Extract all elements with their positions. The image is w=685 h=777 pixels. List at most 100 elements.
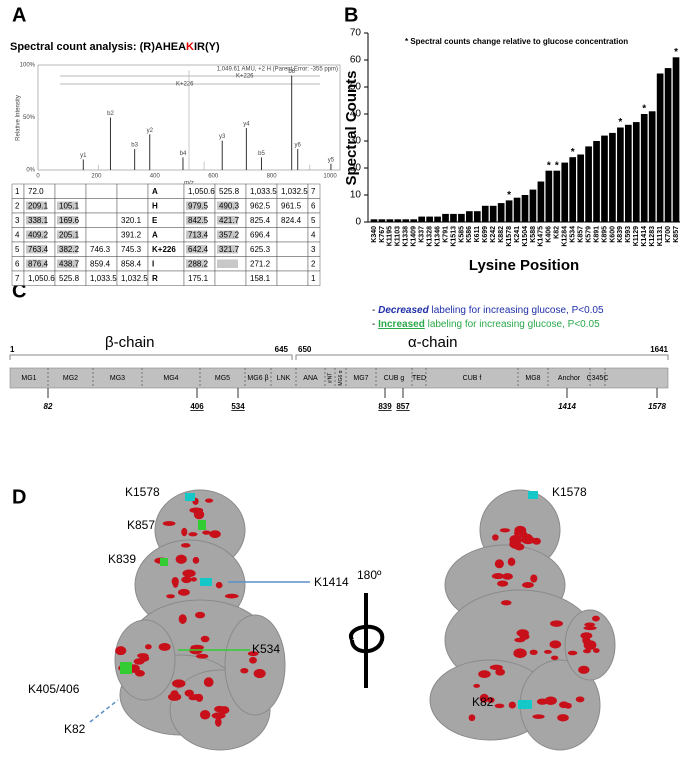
- x-tick-label: K882: [498, 226, 505, 243]
- table-text: 825.4: [250, 216, 271, 225]
- peak-label: b2: [107, 111, 114, 117]
- modified-lysine: [532, 714, 545, 719]
- modified-lysine: [181, 576, 192, 584]
- y-tick-label: 0%: [26, 168, 35, 174]
- x-tick-label: K699: [482, 226, 489, 243]
- site-highlight: [185, 493, 195, 501]
- bar: [553, 170, 561, 222]
- table-text: 271.2: [250, 259, 271, 268]
- bar-marker: *: [674, 47, 678, 58]
- bar-marker: *: [571, 147, 575, 158]
- modified-lysine: [199, 710, 211, 720]
- cell-shade: [217, 216, 238, 225]
- x-tick-label: K839: [617, 226, 624, 243]
- title-part: K: [186, 41, 194, 53]
- y-tick-label: 0: [355, 217, 361, 228]
- legend-dash: -: [372, 319, 378, 330]
- table-text: 1,050.6: [28, 274, 55, 283]
- site-label: K405/406: [28, 682, 80, 696]
- modified-lysine: [205, 498, 214, 503]
- cell-shade: [26, 245, 47, 254]
- domain-label: MG6 α: [338, 370, 344, 385]
- modified-lysine: [494, 559, 504, 569]
- x-tick-label: K1513: [450, 226, 457, 247]
- modified-lysine: [497, 580, 509, 587]
- x-tick-label: K579: [585, 226, 592, 243]
- modified-lysine: [550, 655, 559, 661]
- modified-lysine: [491, 573, 505, 580]
- table-cell: [116, 183, 149, 199]
- table-text: 5: [15, 245, 20, 254]
- modified-lysine: [507, 557, 516, 567]
- table-cell: [276, 270, 309, 286]
- bar: [394, 219, 402, 222]
- bar: [418, 216, 426, 222]
- legend-key: Increased: [378, 319, 425, 330]
- site-label: K82: [64, 722, 86, 736]
- bar: [497, 203, 505, 222]
- x-tick-label: K767: [379, 226, 386, 243]
- position-label: 650: [298, 345, 312, 354]
- modified-lysine: [500, 600, 512, 606]
- table-text: 421.7: [219, 216, 240, 225]
- x-tick-label: K1195: [387, 226, 394, 246]
- x-tick-label: K891: [593, 226, 600, 243]
- x-tick-label: K588: [530, 226, 537, 243]
- modified-lysine: [184, 689, 194, 697]
- table-text: 4: [15, 230, 20, 239]
- modified-lysine: [247, 651, 259, 657]
- modified-lysine: [544, 696, 557, 706]
- cell-shade: [26, 259, 47, 268]
- legend-entry: - Increased labeling for increasing gluc…: [372, 319, 600, 330]
- bar: [585, 146, 592, 222]
- sequence-mark: K+226: [236, 74, 254, 80]
- table-text: 642.4: [188, 245, 209, 254]
- modified-lysine: [549, 640, 562, 649]
- y-tick-label: 30: [350, 136, 362, 147]
- table-text: 824.4: [281, 216, 302, 225]
- bar: [617, 127, 624, 222]
- panel-label: D: [12, 486, 26, 508]
- bar: [672, 57, 680, 222]
- position-label: 1641: [650, 345, 668, 354]
- table-text: 391.2: [121, 230, 142, 239]
- table-text: 158.1: [250, 274, 271, 283]
- modified-lysine: [468, 714, 476, 722]
- table-cell: [85, 198, 118, 214]
- x-tick-label: K700: [665, 226, 672, 243]
- modified-lysine: [559, 701, 569, 709]
- cell-shade: [57, 230, 78, 239]
- domain-label: TED: [412, 375, 426, 382]
- bar: [529, 189, 537, 222]
- modified-lysine: [509, 534, 523, 545]
- cell-shade: [217, 230, 238, 239]
- table-text: 209.1: [28, 201, 49, 210]
- table-text: 858.4: [121, 259, 142, 268]
- x-tick-label: K1283: [649, 226, 656, 247]
- x-tick-label: K241: [514, 226, 521, 243]
- cell-shade: [217, 259, 238, 268]
- domain-label: C345C: [587, 375, 609, 382]
- modified-lysine: [203, 677, 214, 688]
- modified-lysine: [200, 635, 210, 643]
- y-tick-label: 70: [350, 28, 362, 39]
- x-tick-label: K1129: [633, 226, 640, 246]
- x-tick-label: K586: [466, 226, 473, 243]
- domain-label: MG4: [163, 375, 178, 382]
- cell-shade: [26, 201, 47, 210]
- modified-lysine: [567, 650, 578, 656]
- table-text: 382.2: [59, 245, 80, 254]
- bar: [521, 195, 529, 222]
- peak-label: y3: [219, 134, 226, 140]
- peak-label: b4: [180, 151, 187, 157]
- table-text: 2: [15, 201, 20, 210]
- bar-marker: *: [642, 104, 646, 115]
- modified-lysine: [593, 648, 600, 654]
- modified-lysine: [578, 665, 590, 674]
- x-tick-label: 200: [91, 174, 102, 180]
- table-text: 961.5: [281, 201, 302, 210]
- modified-lysine: [502, 573, 513, 580]
- legend-dash: -: [372, 305, 378, 316]
- cell-shade: [57, 201, 78, 210]
